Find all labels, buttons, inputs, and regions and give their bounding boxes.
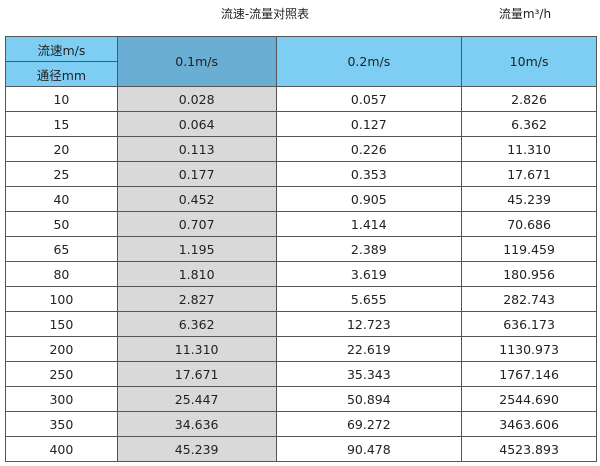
- column-header: 0.2m/s: [275, 36, 463, 87]
- flow-cell: 3.619: [275, 261, 463, 287]
- table-title: 流速-流量对照表: [220, 7, 310, 21]
- diameter-cell: 300: [5, 386, 118, 412]
- flow-table: 流速m/s 0.1m/s 0.2m/s 10m/s 通径mm 10 0.028 0.…: [5, 36, 597, 462]
- flow-cell: 6.362: [461, 111, 597, 137]
- velocity-header: 流速m/s: [5, 36, 118, 62]
- flow-cell: 282.743: [461, 286, 597, 312]
- flow-cell: 0.707: [116, 211, 277, 237]
- flow-cell: 0.127: [275, 111, 463, 137]
- table-row: 150 6.362 12.723 636.173: [5, 311, 597, 337]
- flow-cell: 0.057: [275, 86, 463, 112]
- flow-cell: 0.177: [116, 161, 277, 187]
- flow-cell: 0.113: [116, 136, 277, 162]
- flow-cell: 0.353: [275, 161, 463, 187]
- flow-cell: 0.064: [116, 111, 277, 137]
- flow-cell: 0.028: [116, 86, 277, 112]
- flow-cell: 2.826: [461, 86, 597, 112]
- flow-cell: 45.239: [116, 436, 277, 462]
- table-row: 50 0.707 1.414 70.686: [5, 211, 597, 237]
- flow-cell: 1.195: [116, 236, 277, 262]
- flow-cell: 3463.606: [461, 411, 597, 437]
- flow-cell: 5.655: [275, 286, 463, 312]
- table-row: 15 0.064 0.127 6.362: [5, 111, 597, 137]
- flow-cell: 69.272: [275, 411, 463, 437]
- flow-cell: 1130.973: [461, 336, 597, 362]
- flow-cell: 11.310: [116, 336, 277, 362]
- flow-cell: 4523.893: [461, 436, 597, 462]
- flow-cell: 2.389: [275, 236, 463, 262]
- table-row: 100 2.827 5.655 282.743: [5, 286, 597, 312]
- flow-cell: 2544.690: [461, 386, 597, 412]
- table-row: 200 11.310 22.619 1130.973: [5, 336, 597, 362]
- flow-cell: 22.619: [275, 336, 463, 362]
- unit-label: 流量m³/h: [498, 7, 552, 21]
- flow-cell: 0.905: [275, 186, 463, 212]
- table-row: 25 0.177 0.353 17.671: [5, 161, 597, 187]
- flow-cell: 0.452: [116, 186, 277, 212]
- diameter-cell: 150: [5, 311, 118, 337]
- diameter-cell: 65: [5, 236, 118, 262]
- flow-cell: 6.362: [116, 311, 277, 337]
- table-row: 65 1.195 2.389 119.459: [5, 236, 597, 262]
- table-row: 400 45.239 90.478 4523.893: [5, 436, 597, 462]
- flow-cell: 45.239: [461, 186, 597, 212]
- flow-cell: 90.478: [275, 436, 463, 462]
- table-row: 300 25.447 50.894 2544.690: [5, 386, 597, 412]
- flow-cell: 1767.146: [461, 361, 597, 387]
- flow-cell: 1.414: [275, 211, 463, 237]
- table-row: 250 17.671 35.343 1767.146: [5, 361, 597, 387]
- flow-cell: 35.343: [275, 361, 463, 387]
- table-row: 80 1.810 3.619 180.956: [5, 261, 597, 287]
- flow-cell: 17.671: [461, 161, 597, 187]
- table-row: 20 0.113 0.226 11.310: [5, 136, 597, 162]
- flow-cell: 70.686: [461, 211, 597, 237]
- diameter-cell: 350: [5, 411, 118, 437]
- diameter-cell: 15: [5, 111, 118, 137]
- diameter-header: 通径mm: [5, 61, 118, 87]
- flow-cell: 50.894: [275, 386, 463, 412]
- flow-cell: 119.459: [461, 236, 597, 262]
- flow-cell: 1.810: [116, 261, 277, 287]
- diameter-cell: 200: [5, 336, 118, 362]
- diameter-cell: 80: [5, 261, 118, 287]
- flow-cell: 0.226: [275, 136, 463, 162]
- column-header: 10m/s: [461, 36, 597, 87]
- flow-cell: 25.447: [116, 386, 277, 412]
- flow-cell: 17.671: [116, 361, 277, 387]
- flow-cell: 34.636: [116, 411, 277, 437]
- flow-cell: 636.173: [461, 311, 597, 337]
- table-row: 350 34.636 69.272 3463.606: [5, 411, 597, 437]
- diameter-cell: 25: [5, 161, 118, 187]
- diameter-cell: 40: [5, 186, 118, 212]
- table-row: 10 0.028 0.057 2.826: [5, 86, 597, 112]
- table-row: 40 0.452 0.905 45.239: [5, 186, 597, 212]
- flow-cell: 12.723: [275, 311, 463, 337]
- column-header: 0.1m/s: [116, 36, 277, 87]
- flow-cell: 180.956: [461, 261, 597, 287]
- diameter-cell: 10: [5, 86, 118, 112]
- diameter-cell: 50: [5, 211, 118, 237]
- diameter-cell: 400: [5, 436, 118, 462]
- diameter-cell: 20: [5, 136, 118, 162]
- diameter-cell: 100: [5, 286, 118, 312]
- flow-cell: 2.827: [116, 286, 277, 312]
- flow-cell: 11.310: [461, 136, 597, 162]
- diameter-cell: 250: [5, 361, 118, 387]
